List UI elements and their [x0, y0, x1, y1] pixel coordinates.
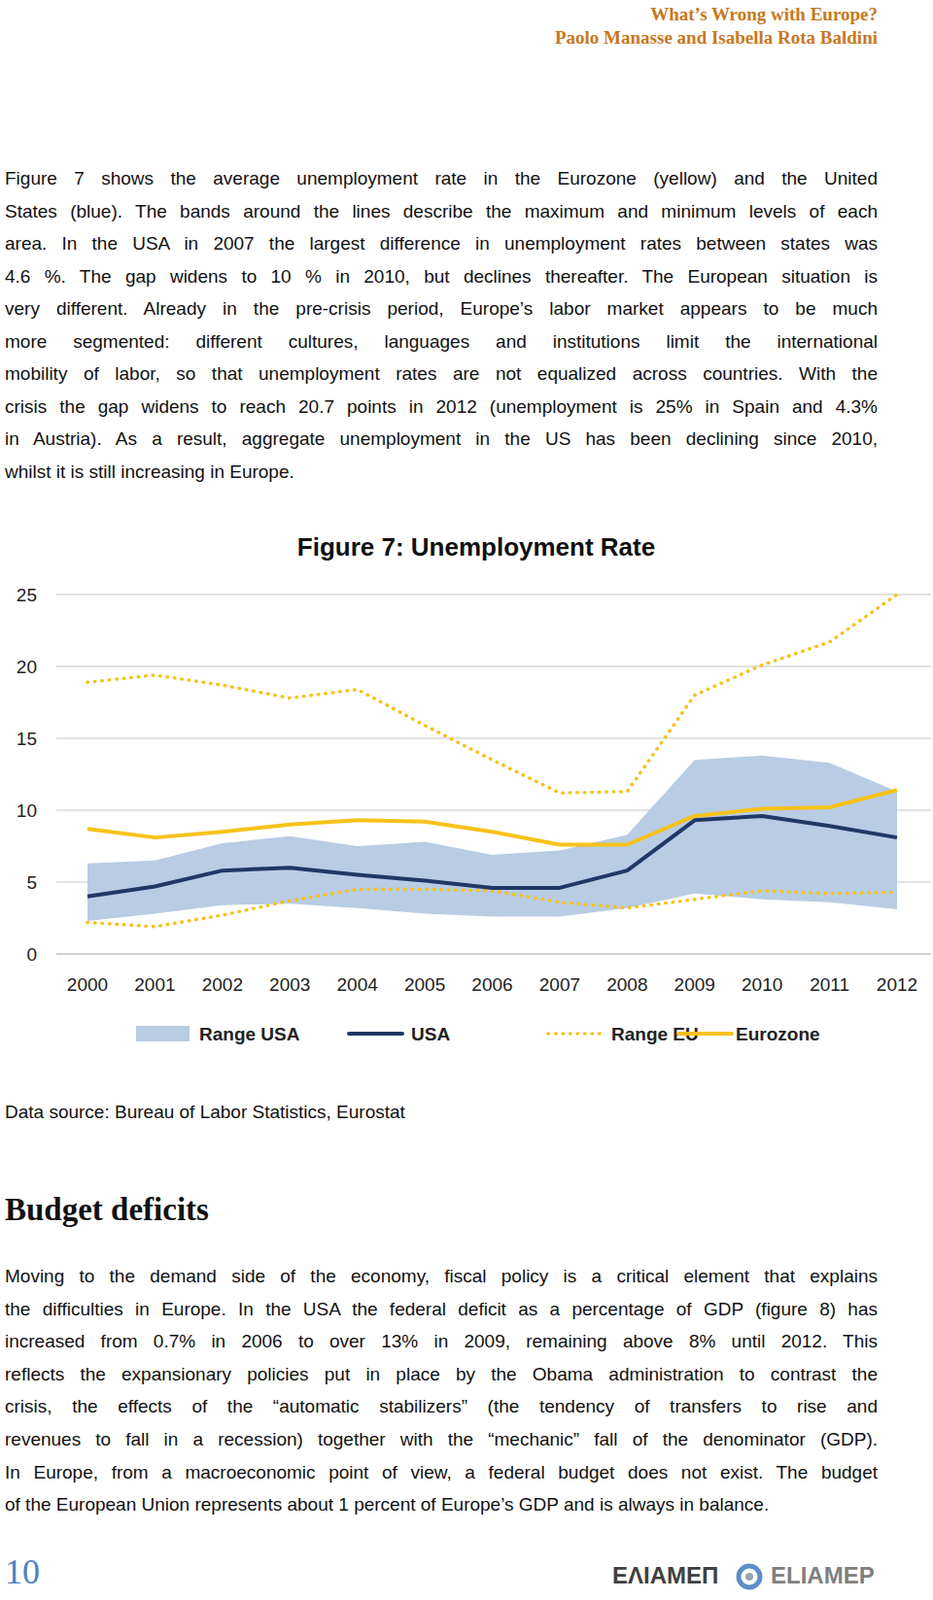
text-line: Moving to the demand side of the economy…: [4, 1260, 878, 1294]
text-line-content: more segmented: different cultures, lang…: [4, 331, 878, 352]
text-line-content: mobility of labor, so that unemployment …: [4, 363, 878, 384]
data-line: [87, 790, 898, 845]
x-tick-label: 2001: [134, 974, 175, 996]
text-line: crisis the gap widens to reach 20.7 poin…: [4, 390, 878, 424]
text-line: whilst it is still increasing in Europe.: [4, 455, 878, 489]
text-line: 4.6 %. The gap widens to 10 % in 2010, b…: [4, 260, 878, 294]
grid-line: [56, 737, 932, 740]
text-line-content: In Europe, from a macroeconomic point of…: [4, 1462, 878, 1484]
chart: Figure 7: Unemployment Rate 0 5 10 15 20 25 200…: [0, 0, 933, 1600]
text-line: Figure 7 shows the average unemployment …: [4, 162, 878, 196]
grid-line: [56, 593, 932, 596]
y-tick-label: 25: [16, 585, 37, 606]
text-line-content: whilst it is still increasing in Europe.: [4, 461, 295, 483]
y-tick-label: 5: [26, 872, 37, 894]
range-band: [87, 756, 898, 922]
text-line-content: increased from 0.7% in 2006 to over 13% …: [4, 1331, 878, 1352]
legend-swatch: [348, 1032, 403, 1037]
legend-label: Eurozone: [735, 1024, 821, 1045]
text-line-content: very different. Already in the pre-crisi…: [4, 298, 878, 319]
text-line-content: Moving to the demand side of the economy…: [4, 1266, 878, 1287]
text-line-content: States (blue). The bands around the line…: [4, 201, 878, 222]
range-line: [87, 889, 898, 927]
x-tick-label: 2012: [876, 974, 918, 996]
text-line: the difficulties in Europe. In the USA t…: [4, 1293, 878, 1327]
header-authors: Paolo Manasse and Isabella Rota Baldini: [554, 27, 878, 49]
text-line-content: 4.6 %. The gap widens to 10 % in 2010, b…: [4, 266, 878, 287]
y-tick-label: 0: [26, 944, 37, 966]
text-line-content: of the European Union represents about 1…: [4, 1494, 769, 1516]
text-line-content: Figure 7 shows the average unemployment …: [4, 168, 878, 189]
text-line-content: the difficulties in Europe. In the USA t…: [4, 1299, 878, 1320]
text-line-content: area. In the USA in 2007 the largest dif…: [4, 233, 878, 254]
page-number: 10: [4, 1552, 40, 1593]
legend-label: USA: [411, 1024, 450, 1045]
text-line: mobility of labor, so that unemployment …: [4, 357, 878, 391]
source: Data source: Bureau of Labor Statistics,…: [4, 1102, 406, 1124]
x-tick-label: 2004: [337, 974, 380, 996]
logo-greek: ΕΛΙΑΜΕΠ: [612, 1562, 719, 1590]
text-line: States (blue). The bands around the line…: [4, 195, 878, 229]
legend-swatch: [678, 1032, 732, 1037]
x-tick-label: 2007: [539, 974, 581, 996]
text-line-content: crisis, the effects of the “automatic st…: [4, 1396, 878, 1417]
y-tick-label: 20: [16, 656, 37, 678]
x-tick-label: 2003: [269, 974, 311, 996]
text-line-content: reflects the expansionary policies put i…: [4, 1364, 878, 1385]
legend-label: Range USA: [199, 1024, 301, 1045]
grid-line: [56, 665, 932, 668]
x-tick-label: 2006: [471, 974, 513, 996]
header-title: What’s Wrong with Europe?: [650, 3, 878, 26]
legend-swatch: [548, 1032, 602, 1037]
text-line-content: revenues to fall in a recession) togethe…: [4, 1429, 878, 1451]
chart-title: Figure 7: Unemployment Rate: [297, 532, 656, 562]
text-line: of the European Union represents about 1…: [4, 1488, 878, 1522]
x-tick-label: 2005: [404, 974, 446, 996]
page: What’s Wrong with Europe?Paolo Manasse a…: [0, 0, 933, 1600]
text-line: increased from 0.7% in 2006 to over 13% …: [4, 1325, 878, 1359]
x-tick-label: 2008: [606, 974, 648, 996]
text-line: area. In the USA in 2007 the largest dif…: [4, 227, 878, 261]
text-line: crisis, the effects of the “automatic st…: [4, 1390, 878, 1424]
data-line: [87, 816, 898, 898]
text-line: in Austria). As a result, aggregate unem…: [4, 422, 878, 456]
logo-icon: [738, 1566, 761, 1589]
plot-data: [87, 594, 898, 928]
text-line: revenues to fall in a recession) togethe…: [4, 1423, 878, 1457]
y-tick-label: 10: [16, 800, 37, 822]
section-heading: Budget deficits: [4, 1192, 209, 1229]
x-tick-label: 2002: [202, 974, 243, 996]
x-tick-label: 2011: [809, 974, 850, 996]
logo-icon-core: [745, 1573, 754, 1582]
grid-line: [56, 953, 932, 956]
text-line: very different. Already in the pre-crisi…: [4, 292, 878, 326]
text-line: reflects the expansionary policies put i…: [4, 1358, 878, 1392]
x-tick-label: 2000: [67, 974, 108, 996]
y-tick-label: 15: [16, 728, 37, 750]
text-line: more segmented: different cultures, lang…: [4, 325, 878, 359]
text-line-content: in Austria). As a result, aggregate unem…: [4, 428, 878, 450]
text-line-content: crisis the gap widens to reach 20.7 poin…: [4, 396, 878, 417]
range-line: [87, 594, 898, 794]
text-line: In Europe, from a macroeconomic point of…: [4, 1456, 878, 1490]
legend-swatch: [136, 1026, 190, 1042]
x-tick-label: 2009: [674, 974, 716, 996]
x-tick-label: 2010: [741, 974, 783, 996]
logo-latin: ELIAMEP: [770, 1562, 875, 1590]
